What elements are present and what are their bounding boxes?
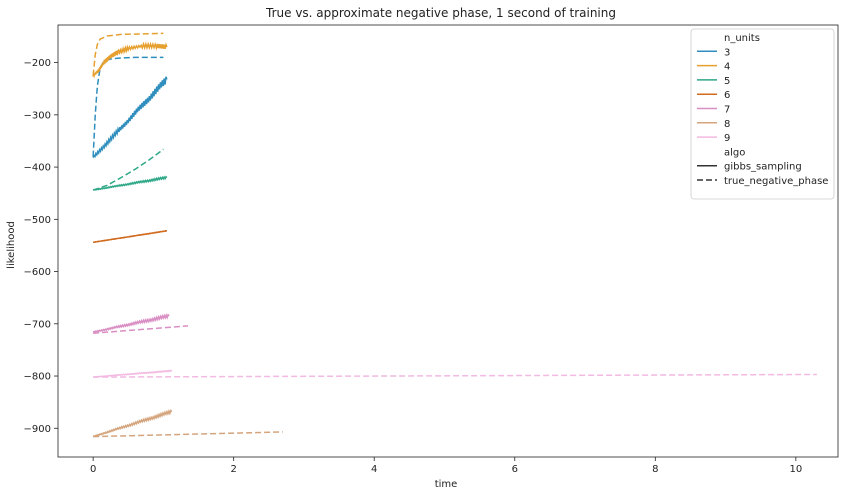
series-line-3-gibbs_sampling	[92, 76, 168, 159]
y-tick-label: −200	[24, 58, 51, 69]
legend-label-7: 7	[724, 105, 730, 116]
series-line-5-gibbs_sampling	[92, 175, 168, 191]
series-line-6-true_negative_phase	[93, 230, 168, 244]
series-line-7-true_negative_phase	[93, 325, 189, 334]
x-tick-label: 4	[371, 464, 377, 475]
x-axis-label: time	[435, 479, 458, 490]
series-line-3-true_negative_phase	[92, 56, 164, 157]
legend-label-3: 3	[724, 47, 730, 58]
legend: n_units 3 4 5 6 7 8 9 algo gibbs_sampling true_neg…	[690, 28, 835, 200]
plot-area	[92, 32, 817, 438]
legend-label-9: 9	[724, 133, 730, 144]
y-tick-label: −800	[24, 372, 51, 383]
y-tick-label: −500	[24, 215, 51, 226]
x-tick-label: 10	[789, 464, 802, 475]
series-line-8-true_negative_phase	[93, 431, 283, 438]
chart-title: True vs. approximate negative phase, 1 s…	[265, 6, 616, 20]
y-tick-label: −400	[24, 163, 51, 174]
series-line-9-gibbs_sampling	[92, 369, 173, 378]
series-line-8-gibbs_sampling	[92, 408, 173, 438]
legend-title-hue: n_units	[724, 33, 760, 44]
legend-label-4: 4	[724, 62, 730, 73]
x-tick-label: 8	[652, 464, 658, 475]
legend-label-8: 8	[724, 119, 730, 130]
series-line-4-gibbs_sampling	[92, 41, 168, 79]
legend-label-6: 6	[724, 90, 730, 101]
legend-label-5: 5	[724, 76, 730, 87]
series-line-5-true_negative_phase	[92, 148, 164, 191]
legend-title-style: algo	[724, 147, 745, 158]
y-axis-label: likelihood	[6, 221, 17, 269]
legend-label-gibbs_sampling: gibbs_sampling	[724, 162, 802, 173]
axes: 0 2 4 6 8 10 −900 −800 −700 −600 −500 −400 −300 −200	[24, 24, 839, 475]
y-tick-label: −300	[24, 110, 51, 121]
series-line-4-true_negative_phase	[92, 32, 164, 76]
y-tick-label: −900	[24, 424, 51, 435]
axes-frame	[57, 24, 839, 458]
x-tick-label: 6	[512, 464, 518, 475]
x-tick-label: 2	[230, 464, 236, 475]
y-tick-label: −600	[24, 267, 51, 278]
legend-box	[690, 28, 835, 200]
series-line-7-gibbs_sampling	[92, 312, 170, 334]
legend-label-true_negative_phase: true_negative_phase	[724, 176, 828, 187]
x-tick-label: 0	[90, 464, 96, 475]
y-tick-label: −700	[24, 319, 51, 330]
series-line-9-true_negative_phase	[93, 373, 817, 378]
